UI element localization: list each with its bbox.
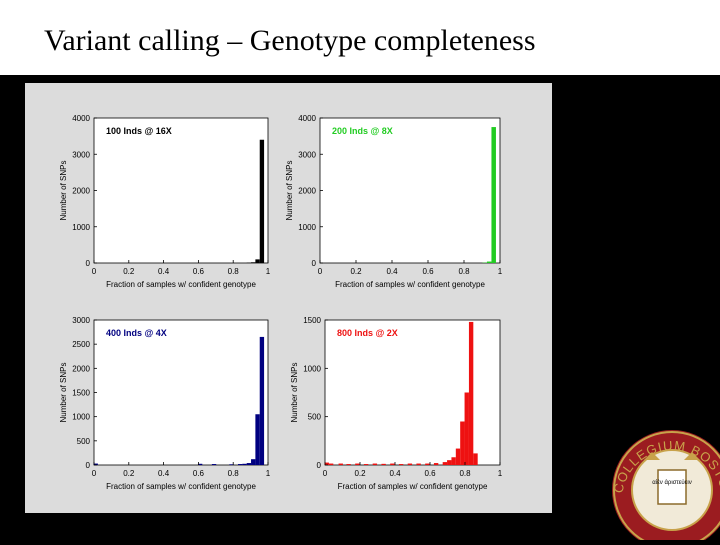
x-axis-label: Fraction of samples w/ confident genotyp… <box>335 280 485 289</box>
bar <box>451 457 455 465</box>
college-seal: COLLEGIUM BOSTONIENSE αἰὲν ἀριστεύειν <box>610 430 720 540</box>
y-tick-label: 4000 <box>298 114 316 123</box>
bar <box>416 464 420 465</box>
y-tick-label: 1000 <box>298 223 316 232</box>
bar <box>346 464 350 465</box>
bar <box>212 464 216 465</box>
x-tick-label: 0.4 <box>158 267 170 276</box>
bar <box>329 464 333 465</box>
bar <box>242 464 246 465</box>
x-tick-label: 0.6 <box>193 267 205 276</box>
y-axis-label: Number of SNPs <box>59 362 68 422</box>
bar <box>447 460 451 465</box>
chart-title: 100 Inds @ 16X <box>106 126 172 136</box>
bar <box>251 459 255 465</box>
y-tick-label: 3000 <box>298 150 316 159</box>
y-tick-label: 2000 <box>72 187 90 196</box>
bar <box>364 464 368 465</box>
bar <box>238 464 242 465</box>
x-axis-label: Fraction of samples w/ confident genotyp… <box>338 482 488 491</box>
x-tick-label: 0.6 <box>193 469 205 478</box>
bar <box>355 464 359 465</box>
plot-area <box>325 320 500 465</box>
plot-area <box>320 118 500 263</box>
y-tick-label: 1000 <box>72 413 90 422</box>
y-tick-label: 2000 <box>298 187 316 196</box>
bar <box>247 463 251 465</box>
y-tick-label: 500 <box>77 437 91 446</box>
y-axis-label: Number of SNPs <box>59 160 68 220</box>
y-tick-label: 3000 <box>72 150 90 159</box>
bar <box>425 464 429 465</box>
x-tick-label: 0.2 <box>123 267 135 276</box>
bar <box>456 449 460 465</box>
x-tick-label: 0.2 <box>123 469 135 478</box>
bar <box>460 422 464 466</box>
y-tick-label: 500 <box>308 413 322 422</box>
y-tick-label: 1000 <box>72 223 90 232</box>
x-axis-label: Fraction of samples w/ confident genotyp… <box>106 280 256 289</box>
bar <box>381 464 385 465</box>
bar <box>473 453 477 465</box>
bar <box>408 464 412 465</box>
x-tick-label: 0 <box>92 469 97 478</box>
y-tick-label: 1500 <box>72 389 90 398</box>
x-tick-label: 1 <box>266 267 271 276</box>
x-tick-label: 0 <box>318 267 323 276</box>
x-tick-label: 1 <box>498 267 503 276</box>
y-tick-label: 4000 <box>72 114 90 123</box>
bar <box>339 464 343 465</box>
x-tick-label: 0.8 <box>458 267 470 276</box>
bar <box>251 262 255 263</box>
bar <box>255 414 259 465</box>
x-tick-label: 0 <box>323 469 328 478</box>
x-axis-label: Fraction of samples w/ confident genotyp… <box>106 482 256 491</box>
y-tick-label: 2500 <box>72 340 90 349</box>
chart-title: 200 Inds @ 8X <box>332 126 393 136</box>
y-tick-label: 0 <box>317 461 322 470</box>
bar <box>487 262 492 263</box>
seal-label: αἰὲν ἀριστεύειν <box>652 479 691 486</box>
x-tick-label: 1 <box>266 469 271 478</box>
y-tick-label: 1500 <box>303 316 321 325</box>
x-tick-label: 0.4 <box>386 267 398 276</box>
x-tick-label: 0.2 <box>354 469 366 478</box>
chart-title: 400 Inds @ 4X <box>106 328 167 338</box>
y-tick-label: 2000 <box>72 364 90 373</box>
y-axis-label: Number of SNPs <box>285 160 294 220</box>
bar <box>399 464 403 465</box>
x-tick-label: 0.4 <box>389 469 401 478</box>
bar <box>443 462 447 465</box>
bar <box>260 140 264 263</box>
bar <box>260 337 264 465</box>
y-tick-label: 3000 <box>72 316 90 325</box>
bar <box>465 393 469 466</box>
chart-title: 800 Inds @ 2X <box>337 328 398 338</box>
bar <box>469 322 473 465</box>
x-tick-label: 0.8 <box>459 469 471 478</box>
figure-panel: COLLEGIUM BOSTONIENSE αἰὲν ἀριστεύειν 00… <box>0 75 720 540</box>
x-tick-label: 0.6 <box>422 267 434 276</box>
bar <box>390 464 394 465</box>
bar <box>491 127 496 263</box>
plot-area <box>94 320 268 465</box>
x-tick-label: 1 <box>498 469 503 478</box>
y-tick-label: 1000 <box>303 364 321 373</box>
bar <box>373 464 377 465</box>
bar <box>434 463 438 465</box>
x-tick-label: 0.8 <box>228 267 240 276</box>
x-tick-label: 0.4 <box>158 469 170 478</box>
bar <box>255 259 259 263</box>
slide-title: Variant calling – Genotype completeness <box>44 24 536 58</box>
x-tick-label: 0 <box>92 267 97 276</box>
y-tick-label: 0 <box>86 461 91 470</box>
x-tick-label: 0.2 <box>350 267 362 276</box>
plot-area <box>94 118 268 263</box>
y-axis-label: Number of SNPs <box>290 362 299 422</box>
y-tick-label: 0 <box>312 259 317 268</box>
x-tick-label: 0.8 <box>228 469 240 478</box>
y-tick-label: 0 <box>86 259 91 268</box>
histogram-grid: COLLEGIUM BOSTONIENSE αἰὲν ἀριστεύειν 00… <box>0 75 720 540</box>
x-tick-label: 0.6 <box>424 469 436 478</box>
